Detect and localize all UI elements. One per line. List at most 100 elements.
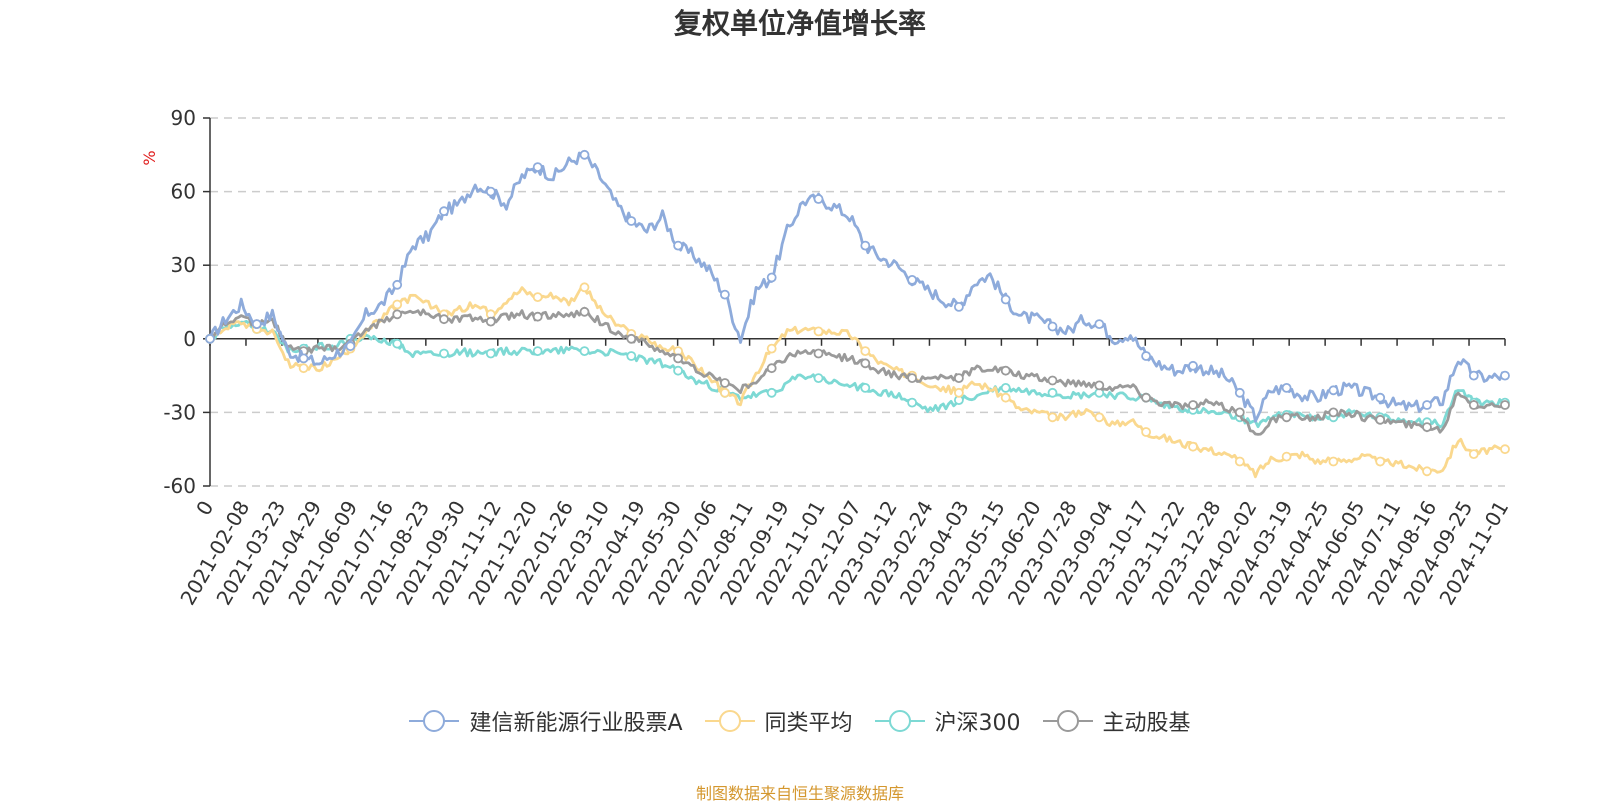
data-point bbox=[439, 314, 449, 325]
data-point bbox=[532, 162, 543, 173]
data-point bbox=[485, 316, 496, 327]
legend-item[interactable]: 主动股基 bbox=[1042, 705, 1191, 737]
data-point bbox=[345, 341, 356, 352]
y-tick-label: 60 bbox=[171, 180, 196, 204]
data-point bbox=[485, 348, 496, 359]
data-point bbox=[720, 387, 730, 398]
data-point bbox=[907, 373, 917, 384]
data-point bbox=[766, 343, 777, 354]
data-point bbox=[1234, 387, 1245, 398]
legend: 建信新能源行业股票A 同类平均 沪深300 主动股基 bbox=[0, 705, 1600, 737]
data-point bbox=[1234, 407, 1245, 418]
data-point bbox=[1094, 380, 1105, 391]
legend-item[interactable]: 同类平均 bbox=[704, 705, 853, 737]
legend-label: 建信新能源行业股票A bbox=[469, 711, 683, 736]
data-point bbox=[439, 348, 449, 359]
data-point bbox=[626, 333, 637, 344]
data-point bbox=[626, 351, 637, 361]
data-point bbox=[1000, 365, 1011, 376]
data-point bbox=[298, 363, 309, 374]
data-point bbox=[673, 365, 683, 376]
data-point bbox=[1422, 400, 1432, 410]
data-point bbox=[532, 311, 543, 322]
data-point bbox=[392, 299, 403, 310]
data-point bbox=[579, 282, 590, 293]
data-point bbox=[1047, 375, 1058, 386]
data-point bbox=[1000, 294, 1011, 305]
data-point bbox=[298, 353, 309, 364]
data-point bbox=[907, 397, 917, 408]
data-point bbox=[813, 194, 824, 204]
data-point bbox=[1500, 370, 1510, 381]
data-point bbox=[1375, 392, 1386, 403]
y-tick-label: 30 bbox=[171, 253, 196, 277]
data-point bbox=[954, 373, 964, 384]
data-point bbox=[813, 326, 824, 337]
data-point bbox=[1328, 456, 1339, 467]
data-point bbox=[1000, 392, 1011, 403]
legend-marker-icon bbox=[704, 710, 755, 732]
data-point bbox=[1500, 400, 1510, 410]
data-point bbox=[1141, 351, 1151, 361]
legend-marker-icon bbox=[409, 710, 460, 732]
data-point bbox=[485, 186, 496, 197]
data-point bbox=[579, 306, 590, 317]
legend-label: 主动股基 bbox=[1102, 711, 1191, 736]
data-point bbox=[673, 240, 683, 251]
x-tick-label: 0 bbox=[191, 497, 218, 520]
series-line bbox=[208, 151, 1507, 423]
data-point bbox=[439, 206, 449, 217]
y-tick-label: -30 bbox=[163, 400, 196, 424]
data-point bbox=[1500, 444, 1510, 455]
data-point bbox=[1281, 451, 1292, 462]
data-point bbox=[766, 387, 777, 398]
y-tick-label: 90 bbox=[171, 106, 196, 130]
data-point bbox=[1094, 319, 1105, 330]
data-point bbox=[1188, 360, 1198, 371]
data-point bbox=[954, 387, 964, 398]
data-point bbox=[1468, 400, 1479, 410]
data-point bbox=[1141, 392, 1151, 403]
legend-item[interactable]: 建信新能源行业股票A bbox=[409, 705, 683, 737]
data-point bbox=[907, 274, 917, 285]
data-point bbox=[766, 363, 777, 374]
data-point bbox=[860, 358, 871, 369]
data-point bbox=[720, 289, 730, 300]
y-axis-label: % bbox=[140, 150, 159, 165]
legend-marker-icon bbox=[874, 710, 925, 732]
data-point bbox=[720, 378, 730, 388]
data-point bbox=[813, 373, 824, 384]
data-point bbox=[1141, 427, 1151, 437]
series-line bbox=[208, 284, 1506, 479]
data-point bbox=[1468, 449, 1479, 460]
legend-marker-icon bbox=[1042, 710, 1093, 732]
data-point bbox=[1047, 321, 1058, 332]
data-point bbox=[205, 333, 215, 344]
data-point bbox=[766, 272, 777, 283]
data-point bbox=[1375, 414, 1386, 425]
data-point bbox=[813, 348, 824, 359]
data-point bbox=[1328, 407, 1339, 418]
data-point bbox=[1188, 441, 1198, 452]
data-point bbox=[392, 279, 403, 290]
data-point bbox=[954, 301, 964, 312]
data-point bbox=[860, 240, 871, 251]
legend-label: 沪深300 bbox=[934, 711, 1021, 736]
legend-item[interactable]: 沪深300 bbox=[874, 705, 1021, 737]
data-point bbox=[1047, 412, 1058, 423]
data-point bbox=[860, 382, 871, 393]
data-point bbox=[1422, 422, 1432, 433]
data-point bbox=[1281, 412, 1292, 423]
data-point bbox=[1281, 382, 1292, 393]
data-point bbox=[673, 353, 683, 364]
y-tick-label: 0 bbox=[183, 327, 196, 351]
series-line bbox=[209, 319, 1506, 429]
data-point bbox=[532, 346, 543, 357]
data-point bbox=[532, 292, 543, 303]
y-tick-label: -60 bbox=[163, 474, 196, 498]
data-point bbox=[1328, 385, 1339, 396]
data-point bbox=[626, 216, 637, 226]
data-point bbox=[1375, 456, 1386, 467]
data-point bbox=[1188, 400, 1198, 410]
